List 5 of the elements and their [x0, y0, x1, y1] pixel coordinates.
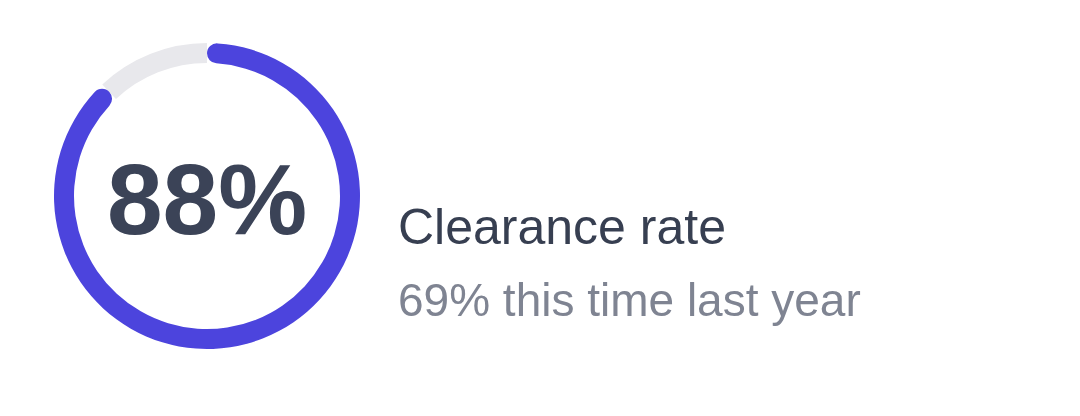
data-label: 88% — [106, 143, 308, 255]
text: Clearance rate — [398, 199, 726, 255]
donut-slice — [54, 43, 360, 349]
donut-slice — [102, 43, 207, 100]
text: 69% this time last year — [398, 274, 861, 326]
